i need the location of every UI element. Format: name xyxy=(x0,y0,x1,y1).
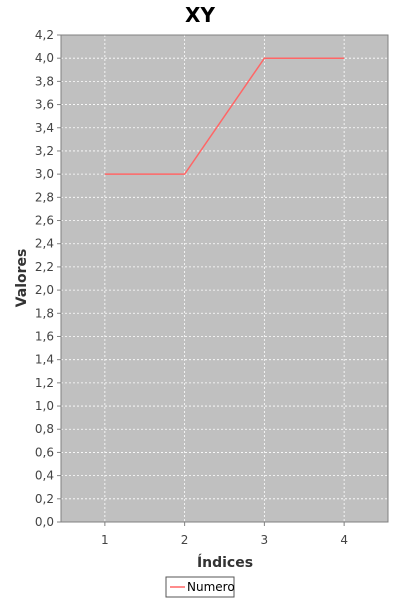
x-tick-label: 1 xyxy=(101,533,109,547)
x-axis-label: Índices xyxy=(197,554,253,571)
x-axis-ticks: 1 2 3 4 xyxy=(101,522,348,547)
y-tick-label: 2,0 xyxy=(35,283,54,297)
y-tick-label: 3,8 xyxy=(35,74,54,88)
y-tick-label: 0,0 xyxy=(35,515,54,529)
y-tick-label: 4,2 xyxy=(35,28,54,42)
y-axis-label: Valores xyxy=(14,249,30,308)
y-tick-label: 1,2 xyxy=(35,376,54,390)
series-layer xyxy=(104,57,345,175)
plot-area xyxy=(60,34,389,523)
y-axis-ticks: 0,0 0,2 0,4 0,6 0,8 1,0 1,2 1,4 1,6 1,8 2,0 2,2 2,4 2… xyxy=(35,28,61,529)
x-tick-label: 2 xyxy=(181,533,189,547)
chart-title: XY xyxy=(185,3,215,27)
legend: Numero xyxy=(165,576,235,598)
x-gridlines xyxy=(104,35,345,522)
y-tick-label: 0,8 xyxy=(35,422,54,436)
y-tick-label: 2,6 xyxy=(35,214,54,228)
y-tick-label: 0,6 xyxy=(35,445,54,459)
y-tick-label: 0,2 xyxy=(35,492,54,506)
y-tick-label: 1,6 xyxy=(35,329,54,343)
y-tick-label: 2,2 xyxy=(35,260,54,274)
y-tick-label: 2,4 xyxy=(35,237,54,251)
y-tick-label: 1,0 xyxy=(35,399,54,413)
y-tick-label: 3,4 xyxy=(35,121,54,135)
y-tick-label: 3,2 xyxy=(35,144,54,158)
y-gridlines xyxy=(61,57,388,500)
y-tick-label: 3,6 xyxy=(35,98,54,112)
legend-label: Numero xyxy=(187,580,235,594)
plot-border xyxy=(60,34,389,523)
y-tick-label: 3,0 xyxy=(35,167,54,181)
x-tick-label: 3 xyxy=(261,533,269,547)
legend-box xyxy=(165,576,235,598)
y-tick-label: 0,4 xyxy=(35,469,54,483)
y-tick-label: 4,0 xyxy=(35,51,54,65)
x-tick-label: 4 xyxy=(340,533,348,547)
y-tick-label: 2,8 xyxy=(35,190,54,204)
y-tick-label: 1,4 xyxy=(35,353,54,367)
series-line xyxy=(104,57,345,175)
y-tick-label: 1,8 xyxy=(35,306,54,320)
plot-background xyxy=(61,35,388,522)
